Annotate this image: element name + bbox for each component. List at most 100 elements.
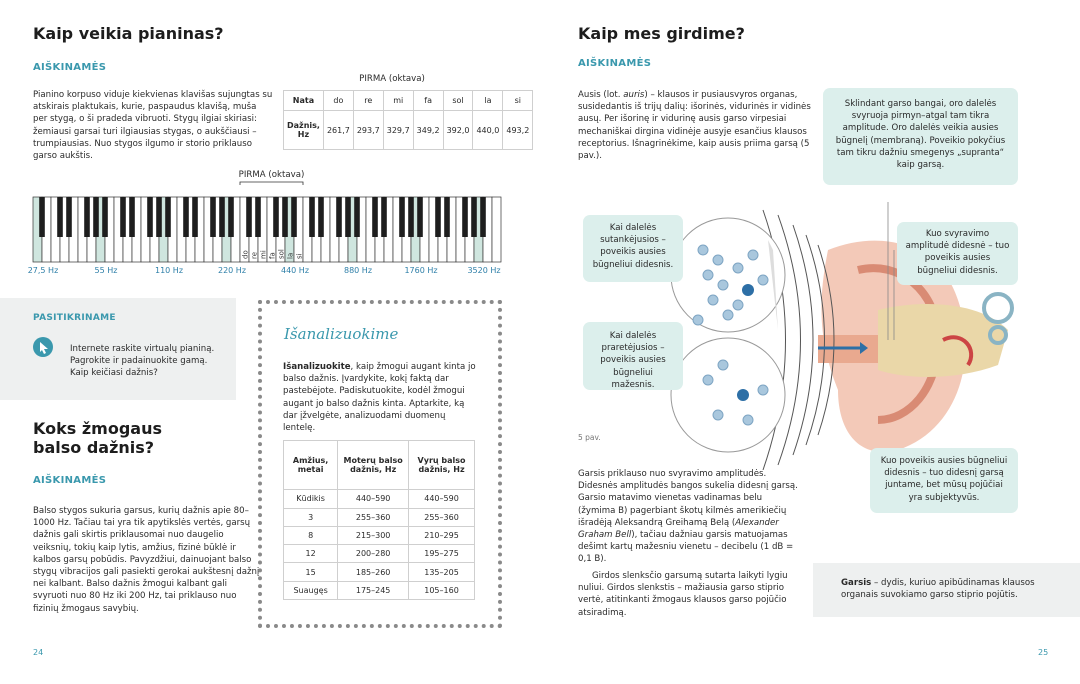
key-note: do — [242, 250, 250, 259]
cell: 210–295 — [408, 525, 475, 546]
black-key — [156, 197, 162, 237]
row: Suaugęs 175–245 105–160 — [282, 580, 475, 601]
cell: do — [322, 89, 354, 112]
page-number: 25 — [1038, 648, 1049, 657]
frequency-label: 27,5 Hz — [28, 266, 59, 275]
row: 12 200–280 195–275 — [282, 544, 475, 564]
cell: 349,2 — [412, 110, 444, 150]
cell: 135–205 — [408, 562, 475, 582]
black-key — [318, 197, 324, 237]
cell: Suaugęs — [282, 580, 339, 601]
black-key — [309, 197, 315, 237]
callout: Sklindant garso bangai, oro dalelės svyr… — [823, 88, 1018, 185]
figure-label: 5 pav. — [578, 433, 601, 442]
section-label: AIŠKINAMĖS — [33, 62, 107, 73]
black-key — [147, 197, 153, 237]
cell: Amžius, metai — [282, 439, 339, 491]
key-note: mi — [260, 250, 268, 259]
row: 8 215–300 210–295 — [282, 525, 475, 546]
black-key — [192, 197, 198, 237]
black-key — [165, 197, 171, 237]
table-caption: PIRMA (oktava) — [359, 74, 425, 84]
callout: Kuo svyravimo amplitudė didesnė – tuo po… — [897, 222, 1018, 285]
frequency-label: 3520 Hz — [467, 266, 500, 275]
frequency-label: 440 Hz — [281, 266, 309, 275]
white-key — [491, 196, 502, 263]
cell: 261,7 — [322, 110, 354, 150]
frequency-label: 880 Hz — [344, 266, 372, 275]
text: Alexander Graham Bell — [578, 517, 779, 541]
section-label: AIŠKINAMĖS — [578, 58, 652, 69]
voice-table: Amžius, metai Moterų balso dažnis, Hz Vyrų… — [282, 439, 475, 601]
cell: 105–160 — [408, 580, 475, 601]
frequency-label: 220 Hz — [218, 266, 246, 275]
cell: 175–245 — [337, 580, 410, 601]
title: Kaip veikia pianinas? — [33, 24, 224, 43]
cell: 293,7 — [352, 110, 384, 150]
callout: Kai dalelės sutankėjusios – poveikis aus… — [583, 215, 683, 282]
black-key — [399, 197, 405, 237]
row: Nata do re mi fa sol la si — [283, 89, 534, 112]
paragraph: Balso stygos sukuria garsus, kurių dažni… — [33, 506, 260, 614]
black-key — [84, 197, 90, 237]
cell: 195–275 — [408, 544, 475, 564]
key-note: re — [251, 252, 259, 259]
page-number: 24 — [33, 648, 44, 657]
cell: 440–590 — [337, 489, 410, 509]
key-note: si — [296, 253, 304, 259]
row: Dažnis, Hz 261,7 293,7 329,7 349,2 392,0 440,0… — [283, 110, 534, 150]
black-key — [417, 197, 423, 237]
term: Garsis — [841, 578, 872, 588]
callout: Kai dalelės praretėjusios – poveikis aus… — [583, 322, 683, 390]
black-key — [183, 197, 189, 237]
black-key — [210, 197, 216, 237]
black-key — [345, 197, 351, 237]
black-key — [102, 197, 108, 237]
definition: – dydis, kuriuo apibūdinamas klausos org… — [841, 578, 1035, 601]
title: Koks žmogaus balso dažnis? — [33, 419, 162, 457]
black-key — [282, 197, 288, 237]
text: Garsis priklauso nuo svyravimo amplitudė… — [578, 469, 798, 528]
analysis-box — [258, 300, 502, 628]
cell: Vyrų balso dažnis, Hz — [408, 439, 475, 491]
black-key — [462, 197, 468, 237]
cell: 440,0 — [472, 110, 504, 150]
paragraph: Girdos slenksčio garsumą sutarta laikyti… — [578, 571, 788, 618]
cell: 255–360 — [337, 507, 410, 527]
text: ) – klausos ir pusiausvyros organas, sus… — [578, 90, 811, 162]
black-key — [66, 197, 72, 237]
cell: 8 — [282, 525, 339, 546]
cell: 3 — [282, 507, 339, 527]
frequency-label: 110 Hz — [155, 266, 183, 275]
black-key — [408, 197, 414, 237]
cell: 15 — [282, 562, 339, 582]
key-note: fa — [269, 252, 277, 259]
paragraph: Pianino korpuso viduje kiekvienas klaviš… — [33, 90, 273, 162]
black-key — [273, 197, 279, 237]
frequency-label: 55 Hz — [95, 266, 118, 275]
cell: 12 — [282, 544, 339, 564]
cell: fa — [412, 89, 444, 112]
text: Ausis (lot. — [578, 90, 624, 100]
black-key — [336, 197, 342, 237]
cell: Nata — [283, 89, 324, 112]
cell: Dažnis, Hz — [283, 110, 324, 150]
black-key — [435, 197, 441, 237]
cell: 392,0 — [442, 110, 474, 150]
cell: la — [472, 89, 504, 112]
bracket — [239, 181, 304, 185]
section-label: AIŠKINAMĖS — [33, 475, 107, 486]
ear-figure — [670, 202, 1014, 470]
black-key — [291, 197, 297, 237]
cell: Moterų balso dažnis, Hz — [337, 439, 410, 491]
black-key — [228, 197, 234, 237]
black-key — [246, 197, 252, 237]
text: ), tačiau dažniau garsis matuojamas deši… — [578, 530, 794, 565]
frequency-label: 1760 Hz — [404, 266, 437, 275]
cell: 215–300 — [337, 525, 410, 546]
analysis-text: , kaip žmogui augant kinta jo balso dažn… — [283, 362, 476, 434]
cell: re — [352, 89, 384, 112]
row: Amžius, metai Moterų balso dažnis, Hz Vyrų… — [282, 439, 475, 491]
row: 15 185–260 135–205 — [282, 562, 475, 582]
